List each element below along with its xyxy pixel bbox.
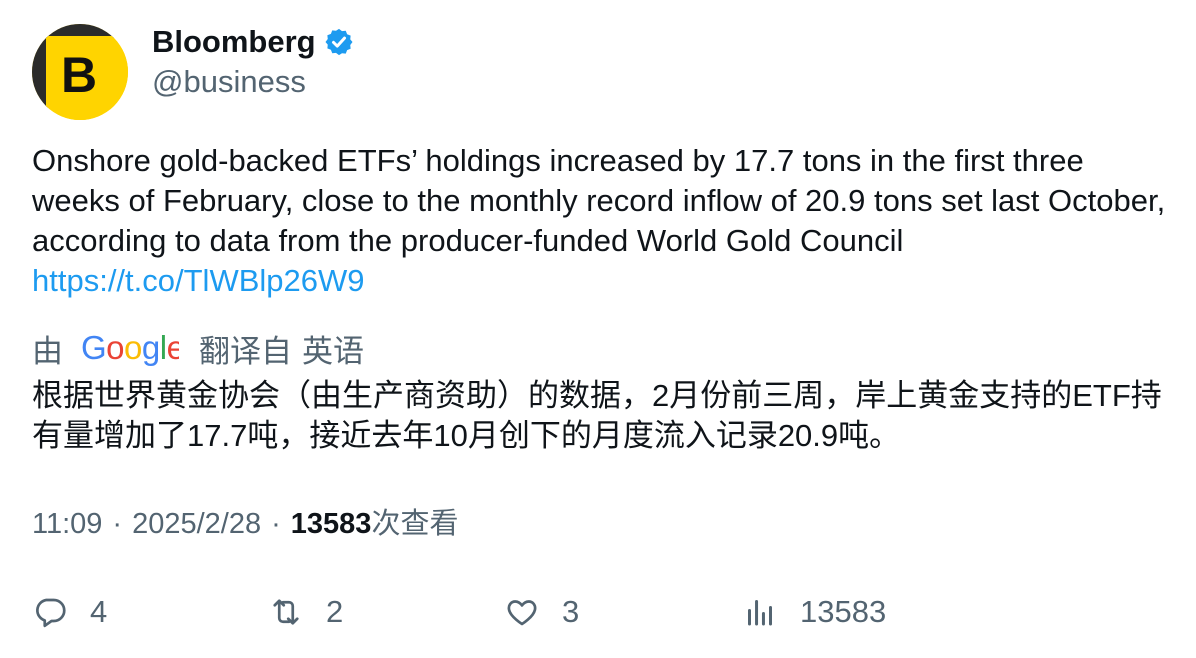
- tweet-meta: 11:09 · 2025/2/28 · 13583 次查看: [32, 504, 458, 544]
- translated-text: 根据世界黄金协会（由生产商资助）的数据，2月份前三周，岸上黄金支持的ETF持有量…: [32, 378, 1162, 453]
- meta-separator: ·: [271, 508, 281, 540]
- reply-count: 4: [90, 594, 108, 629]
- reply-icon: [36, 598, 66, 628]
- author-handle[interactable]: @business: [152, 64, 306, 99]
- verified-badge-icon: [325, 28, 353, 56]
- tweet-body: Onshore gold-backed ETFs’ holdings incre…: [32, 141, 1172, 301]
- tweet-text: Onshore gold-backed ETFs’ holdings incre…: [32, 143, 1166, 258]
- tweet-date[interactable]: 2025/2/28: [132, 508, 262, 540]
- translation-source-language[interactable]: 英语: [302, 333, 364, 369]
- views-button[interactable]: 13583: [742, 590, 886, 634]
- tweet-link[interactable]: https://t.co/TlWBlp26W9: [32, 263, 365, 298]
- svg-text:Google: Google: [81, 330, 179, 366]
- views-label: 次查看: [371, 508, 459, 540]
- like-count: 3: [562, 594, 580, 629]
- views-count: 13583: [290, 508, 372, 540]
- translation-by-label: 由: [32, 333, 63, 369]
- like-button[interactable]: 3: [504, 590, 579, 634]
- bloomberg-logo-icon: B: [32, 24, 128, 120]
- action-bar: 4 2 3 13583: [0, 590, 1196, 634]
- translation-attribution: 由 Google 翻译自 英语: [32, 328, 364, 369]
- views-action-count: 13583: [800, 594, 887, 629]
- retweet-count: 2: [326, 594, 344, 629]
- avatar[interactable]: B: [32, 24, 128, 120]
- analytics-icon: [748, 600, 772, 626]
- translation-from-label: 翻译自: [199, 333, 292, 369]
- author-display-name[interactable]: Bloomberg: [152, 24, 316, 59]
- meta-separator: ·: [112, 508, 123, 540]
- tweet-time[interactable]: 11:09: [32, 508, 103, 540]
- retweet-button[interactable]: 2: [268, 590, 343, 634]
- google-logo-icon[interactable]: Google: [81, 330, 179, 366]
- avatar-letter: B: [61, 47, 97, 103]
- retweet-icon: [273, 599, 299, 625]
- author-name-row: Bloomberg: [152, 22, 354, 62]
- reply-button[interactable]: 4: [32, 590, 107, 634]
- heart-icon: [507, 600, 537, 626]
